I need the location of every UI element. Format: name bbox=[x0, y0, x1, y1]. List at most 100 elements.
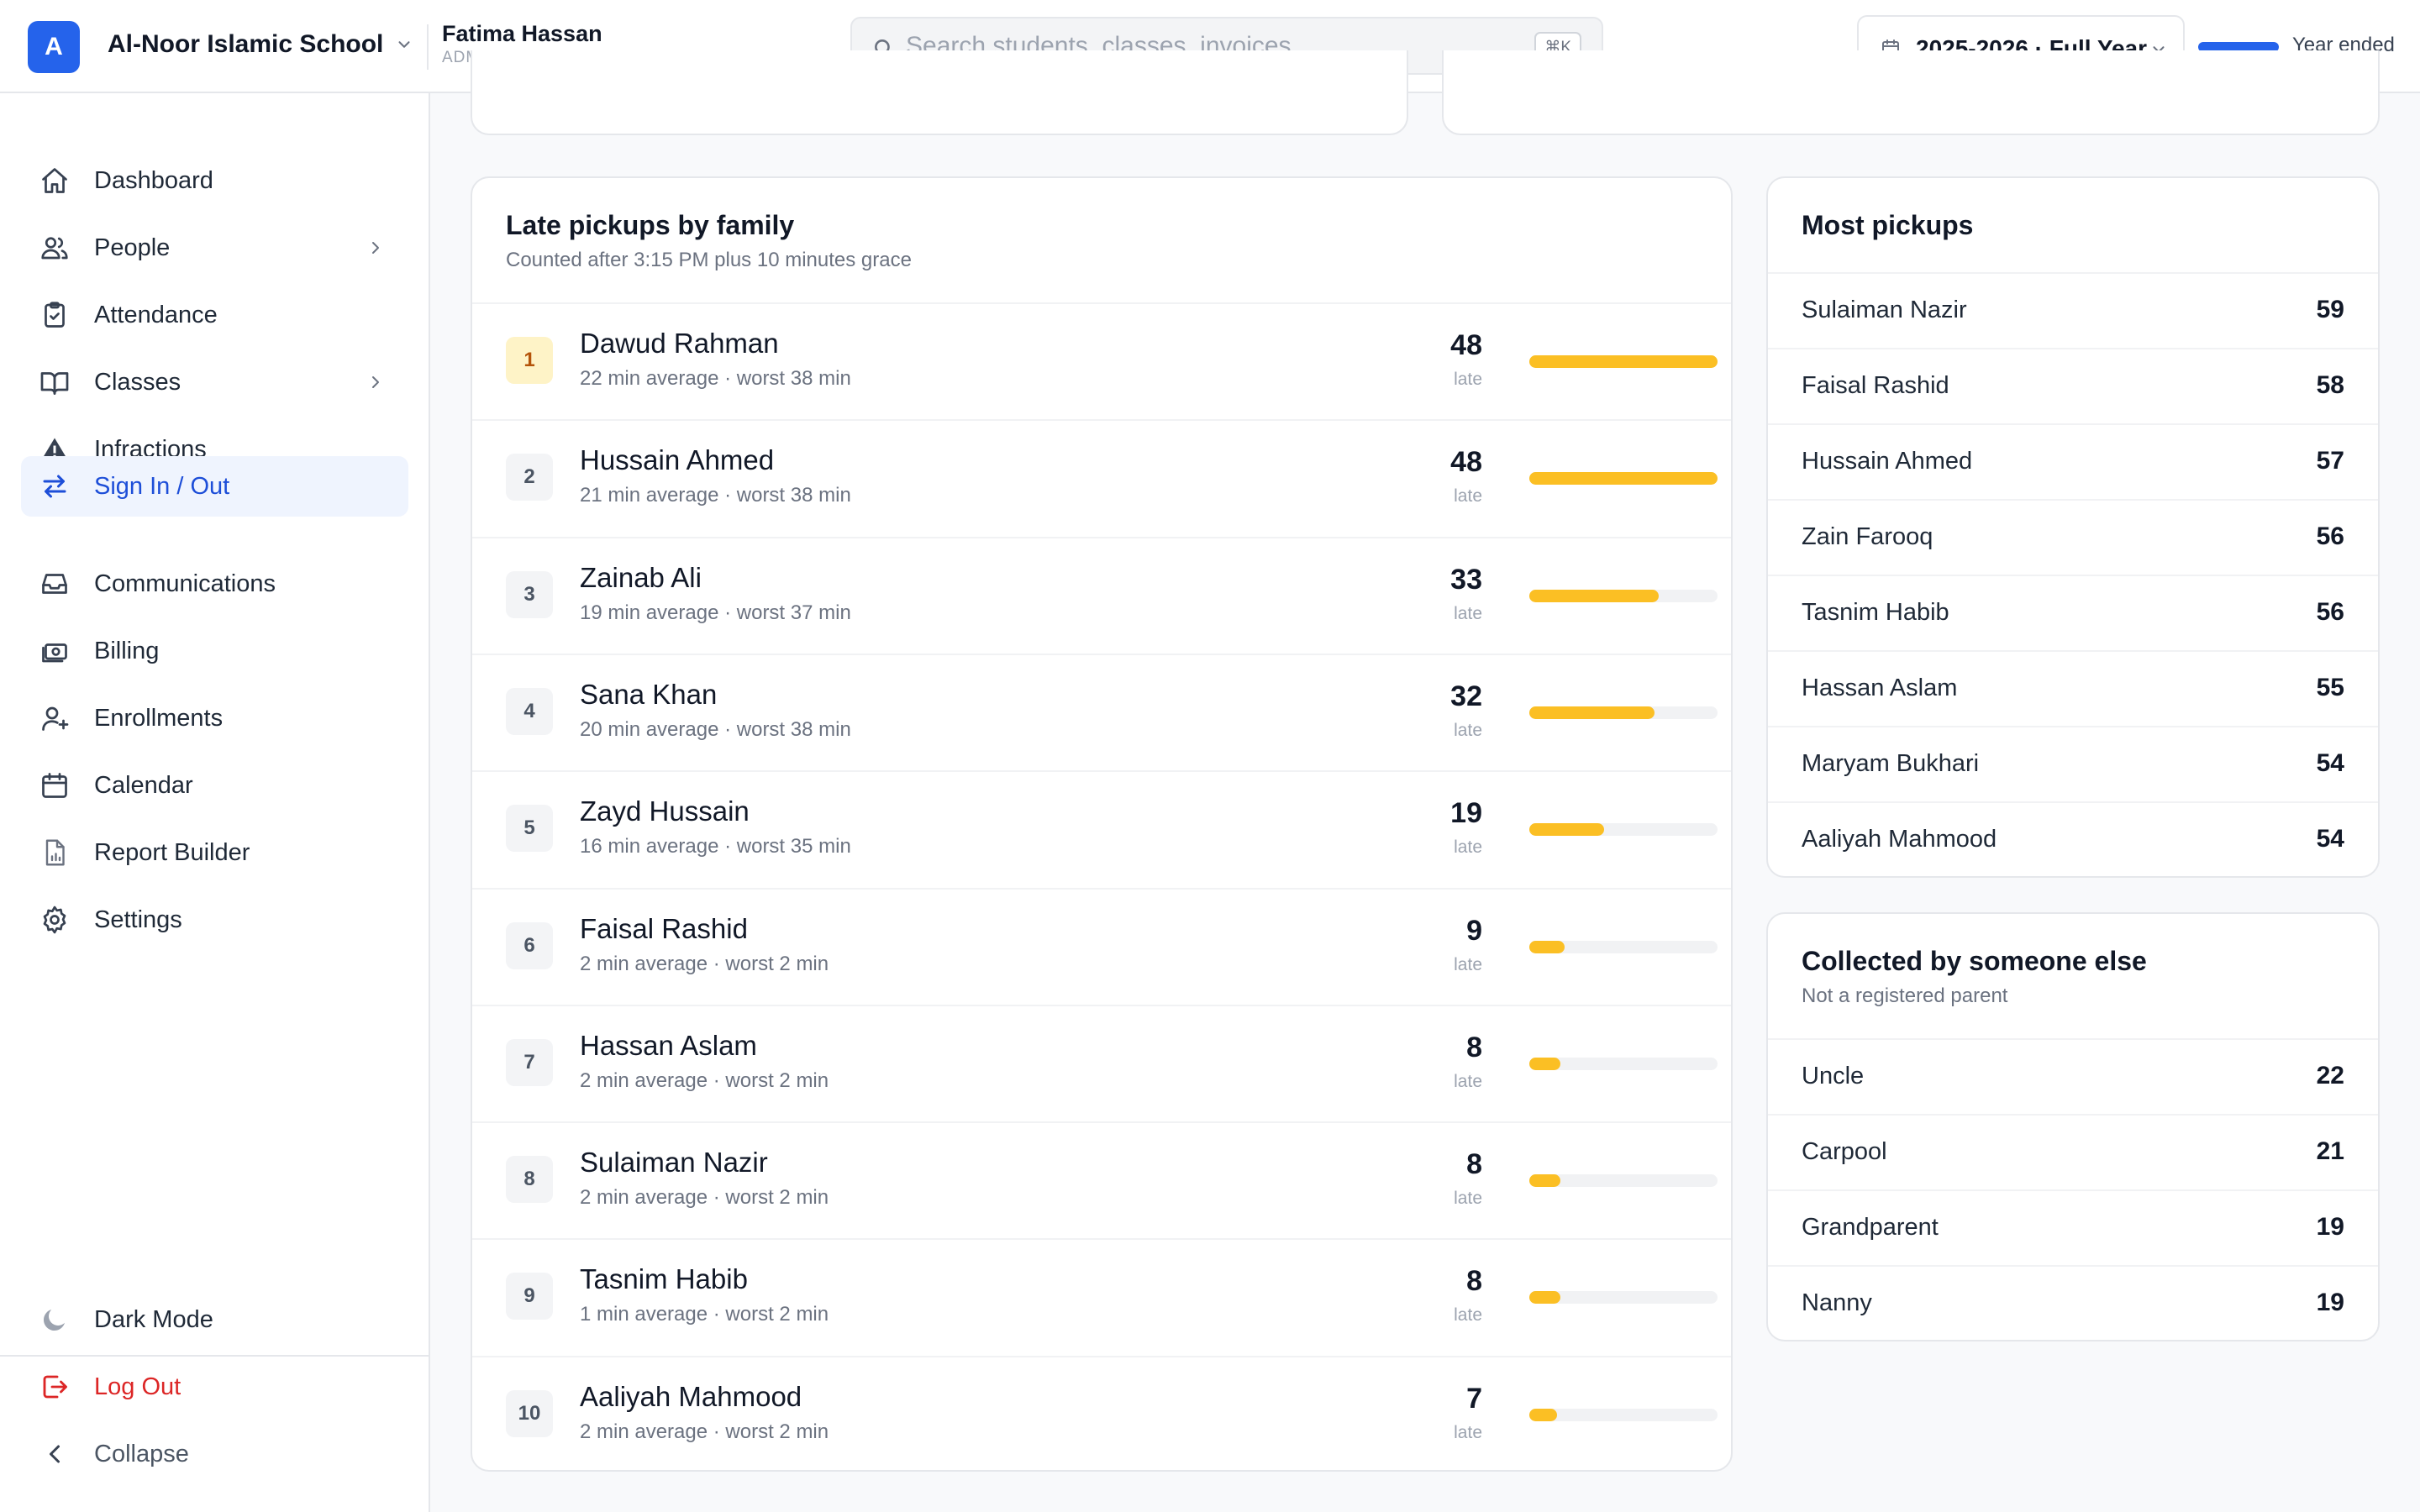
arrows-swap-icon bbox=[39, 471, 70, 501]
list-item-name: Grandparent bbox=[1802, 1214, 1939, 1241]
late-bar-track bbox=[1529, 1174, 1718, 1188]
late-bar-track bbox=[1529, 589, 1718, 602]
late-bar-fill bbox=[1529, 1408, 1557, 1421]
late-count-label: late bbox=[1454, 603, 1482, 623]
inbox-icon bbox=[39, 569, 70, 599]
sidebar-item-classes[interactable]: Classes bbox=[21, 352, 408, 412]
family-name: Sulaiman Nazir bbox=[580, 1147, 768, 1179]
sidebar-item-people[interactable]: People bbox=[21, 218, 408, 278]
list-item[interactable]: Hassan Aslam 55 bbox=[1768, 650, 2378, 726]
late-detail: 2 min average · worst 2 min bbox=[580, 1068, 829, 1092]
sidebar-item-dashboard[interactable]: Dashboard bbox=[21, 150, 408, 211]
late-bar-track bbox=[1529, 472, 1718, 486]
list-item-value: 54 bbox=[2316, 749, 2344, 777]
family-name: Tasnim Habib bbox=[580, 1263, 748, 1295]
list-item[interactable]: Hussain Ahmed 57 bbox=[1768, 423, 2378, 499]
list-item-value: 56 bbox=[2316, 522, 2344, 550]
scrolled-card-right bbox=[1442, 50, 2380, 135]
collapse-label: Collapse bbox=[94, 1441, 189, 1467]
card-subtitle: Not a registered parent bbox=[1802, 984, 2008, 1007]
collapse-button[interactable]: Collapse bbox=[21, 1424, 408, 1484]
list-item-value: 55 bbox=[2316, 674, 2344, 701]
year-progress-bar bbox=[2198, 42, 2279, 52]
sidebar-item-attendance[interactable]: Attendance bbox=[21, 285, 408, 345]
list-item[interactable]: Nanny 19 bbox=[1768, 1265, 2378, 1340]
late-detail: 21 min average · worst 38 min bbox=[580, 484, 851, 507]
late-pickups-card: Late pickups by family Counted after 3:1… bbox=[471, 176, 1733, 1472]
list-item-name: Maryam Bukhari bbox=[1802, 750, 1980, 777]
card-title: Late pickups by family bbox=[506, 210, 795, 240]
table-row[interactable]: 3 Zainab Ali 19 min average · worst 37 min… bbox=[472, 536, 1731, 654]
late-bar-fill bbox=[1529, 1291, 1561, 1305]
table-row[interactable]: 6 Faisal Rashid 2 min average · worst 2 mi… bbox=[472, 887, 1731, 1005]
list-item[interactable]: Sulaiman Nazir 59 bbox=[1768, 272, 2378, 348]
sidebar-item-report-builder[interactable]: Report Builder bbox=[21, 822, 408, 883]
chevron-down-icon bbox=[395, 35, 413, 54]
table-row[interactable]: 1 Dawud Rahman 22 min average · worst 38 m… bbox=[472, 302, 1731, 419]
table-row[interactable]: 5 Zayd Hussain 16 min average · worst 35 m… bbox=[472, 770, 1731, 887]
list-item-value: 22 bbox=[2316, 1062, 2344, 1089]
table-row[interactable]: 7 Hassan Aslam 2 min average · worst 2 min… bbox=[472, 1004, 1731, 1121]
list-item[interactable]: Aaliyah Mahmood 54 bbox=[1768, 801, 2378, 876]
home-icon bbox=[39, 165, 70, 196]
school-switcher[interactable]: Al-Noor Islamic School bbox=[108, 30, 413, 59]
family-name: Zayd Hussain bbox=[580, 795, 750, 827]
most-pickups-card: Most pickups Sulaiman Nazir 59 Faisal Rash… bbox=[1766, 176, 2380, 878]
logout-button[interactable]: Log Out bbox=[21, 1357, 408, 1417]
late-count: 32 bbox=[1450, 680, 1482, 712]
sidebar-item-billing[interactable]: Billing bbox=[21, 621, 408, 681]
list-item[interactable]: Carpool 21 bbox=[1768, 1114, 2378, 1189]
late-count: 33 bbox=[1450, 563, 1482, 596]
list-item-value: 58 bbox=[2316, 371, 2344, 399]
list-item[interactable]: Uncle 22 bbox=[1768, 1038, 2378, 1114]
dark-mode-label: Dark Mode bbox=[94, 1306, 213, 1333]
list-item[interactable]: Faisal Rashid 58 bbox=[1768, 348, 2378, 423]
rank-badge: 2 bbox=[506, 454, 553, 501]
late-bar-fill bbox=[1529, 355, 1718, 368]
logout-icon bbox=[39, 1372, 70, 1402]
chevron-left-icon bbox=[39, 1439, 70, 1469]
table-row[interactable]: 8 Sulaiman Nazir 2 min average · worst 2 m… bbox=[472, 1121, 1731, 1238]
list-item[interactable]: Zain Farooq 56 bbox=[1768, 499, 2378, 575]
list-item-name: Uncle bbox=[1802, 1063, 1865, 1089]
list-item[interactable]: Maryam Bukhari 54 bbox=[1768, 726, 2378, 801]
late-detail: 19 min average · worst 37 min bbox=[580, 601, 851, 624]
late-bar-track bbox=[1529, 1408, 1718, 1421]
sidebar-item-settings[interactable]: Settings bbox=[21, 890, 408, 950]
list-item-value: 19 bbox=[2316, 1213, 2344, 1241]
table-row[interactable]: 2 Hussain Ahmed 21 min average · worst 38 … bbox=[472, 419, 1731, 536]
table-row[interactable]: 9 Tasnim Habib 1 min average · worst 2 min… bbox=[472, 1238, 1731, 1355]
rank-badge: 8 bbox=[506, 1156, 553, 1204]
late-count-label: late bbox=[1454, 720, 1482, 740]
list-item-name: Carpool bbox=[1802, 1138, 1887, 1165]
table-row[interactable]: 10 Aaliyah Mahmood 2 min average · worst 2… bbox=[472, 1355, 1731, 1470]
logout-label: Log Out bbox=[94, 1373, 182, 1400]
late-count-label: late bbox=[1454, 954, 1482, 974]
scrolled-card-left bbox=[471, 50, 1408, 135]
list-item[interactable]: Grandparent 19 bbox=[1768, 1189, 2378, 1265]
late-bar-fill bbox=[1529, 940, 1565, 953]
sidebar-item-communications[interactable]: Communications bbox=[21, 554, 408, 614]
chevron-right-icon bbox=[366, 238, 386, 258]
late-bar-track bbox=[1529, 823, 1718, 837]
late-bar-track bbox=[1529, 706, 1718, 719]
card-subtitle: Counted after 3:15 PM plus 10 minutes gr… bbox=[506, 249, 912, 271]
table-row[interactable]: 4 Sana Khan 20 min average · worst 38 min 3… bbox=[472, 653, 1731, 770]
sidebar-item-calendar[interactable]: Calendar bbox=[21, 755, 408, 816]
family-name: Dawud Rahman bbox=[580, 328, 779, 359]
sidebar-item-label: Report Builder bbox=[94, 839, 250, 866]
calendar-icon bbox=[39, 770, 70, 801]
school-logo[interactable]: A bbox=[28, 21, 80, 73]
family-name: Sana Khan bbox=[580, 678, 718, 710]
rank-badge: 5 bbox=[506, 805, 553, 853]
sidebar-item-enrollments[interactable]: Enrollments bbox=[21, 688, 408, 748]
late-count: 19 bbox=[1450, 797, 1482, 830]
school-name: Al-Noor Islamic School bbox=[108, 30, 384, 58]
clipboard-check-icon bbox=[39, 300, 70, 330]
card-title: Collected by someone else bbox=[1802, 946, 2147, 976]
family-name: Aaliyah Mahmood bbox=[580, 1380, 802, 1412]
list-item[interactable]: Tasnim Habib 56 bbox=[1768, 575, 2378, 650]
dark-mode-toggle[interactable]: Dark Mode bbox=[21, 1289, 408, 1350]
user-plus-icon bbox=[39, 703, 70, 733]
sidebar-item-sign-in-out[interactable]: Sign In / Out bbox=[21, 456, 408, 517]
